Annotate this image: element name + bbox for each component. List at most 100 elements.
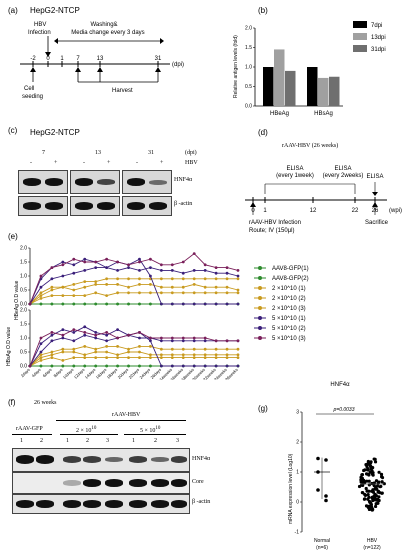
e-point [50,277,54,281]
e-xtick-label: 2days [20,367,31,378]
e-point [105,294,109,297]
g-point-hbv [367,489,371,493]
e-point [116,277,119,281]
g-pvalue: p=0.0033 [333,407,355,413]
g-point-hbv [375,501,380,505]
harvest-label: Harvest [112,88,133,94]
e-point [225,356,229,359]
e-point [203,353,207,357]
e-point [159,269,163,272]
g-point-hbv [375,484,380,488]
svg-text:rAAV-HBV Infection: rAAV-HBV Infection [249,220,301,226]
g-point-hbv [372,484,376,488]
e-point [203,291,207,295]
bar-HBsAg-31dpi [329,76,340,106]
e-legend-label: AAV8-GFP(1) [272,266,309,272]
e-point [236,277,240,281]
bar-ytick-label: 1.0 [245,65,252,71]
e-point [159,336,163,340]
e-legend-label: AAV8-GFP(2) [272,276,309,282]
e-point [236,356,240,359]
panel-d-label: (d) [258,128,268,137]
hbv-infection-line2: Infection [28,30,51,36]
e-point [39,294,43,297]
g-point-hbv [366,504,370,508]
e-xtick-label: 26weeks [224,367,239,380]
row-actin-c: β -actin [174,201,193,207]
row-core-f: Core [192,479,204,485]
g-group-n: (n=122) [363,545,381,550]
svg-text:Route; IV (150μl): Route; IV (150μl) [249,228,294,234]
infection-arrowhead [45,52,51,57]
e-point [159,285,163,289]
washing-left-arrow [54,38,58,44]
e-xtick-label: 6days [42,367,53,378]
legend-label-7dpi: 7dpi [371,23,382,29]
e-point [39,302,43,306]
e-point [39,274,43,278]
sign-1: - [30,160,32,166]
blot-c-actin-13 [70,196,120,216]
e-legend-label: 5 ×10^10 (3) [272,336,306,342]
e-line-0-2 [29,292,238,305]
e-point [170,263,174,267]
e-point [105,350,109,354]
g-point-hbv [365,479,369,483]
g-point-hbv [380,475,384,479]
e-point [50,294,54,297]
e-xtick-label: 18days [106,367,119,380]
e-point [105,345,109,348]
svg-text:31: 31 [155,56,162,62]
g-point-hbv [374,504,378,509]
g-point-hbv [376,481,380,486]
panel-f-title: 26 weeks [34,400,57,406]
e-point [149,302,152,306]
g-point-hbv [378,485,382,489]
e-point [203,277,207,281]
e-xtick-label: 14days [84,367,97,380]
e-point [83,331,87,334]
panel-g-title: HNF4α [330,382,350,388]
e-point [170,277,174,281]
e-legend-marker [258,296,262,300]
bar-ytick-label: 0.0 [245,104,252,110]
g-point-hbv [375,497,380,502]
e-point [159,263,163,267]
e-line-1-4 [29,345,238,367]
panel-b-ylabel: Relative antigen levels (fold) [233,35,239,98]
e-ytick-label: 0.0 [20,302,27,308]
sign-2: + [54,160,58,166]
e-point [149,345,152,348]
g-point-hbv [369,467,373,471]
e-point [127,350,130,354]
e-point [127,291,130,295]
e-point [50,364,54,368]
g-group-n: (n=6) [316,545,328,550]
sign-5: - [136,160,138,166]
g-point-hbv [372,457,376,461]
e-point [105,364,109,368]
g-point-hbv [359,475,363,479]
e-point [83,257,87,261]
e-point [83,345,87,348]
e-point [225,364,229,368]
e-point [181,356,185,359]
g-ytick-label: -1 [295,530,300,536]
g-point-hbv [373,487,377,491]
e-point [236,364,240,368]
e-point [149,353,152,357]
e-point [127,277,130,281]
e-point [170,356,174,359]
washing-line2: Media change every 3 days [71,30,144,36]
hbv-label-c: HBV [185,160,198,166]
e-point [192,347,196,351]
e-point [72,283,76,286]
e-line-0-4 [29,278,238,305]
g-point-hbv [366,468,370,472]
g-point-hbv [363,468,367,472]
e-point [138,364,141,368]
e-point [181,347,185,351]
panel-d-title: rAAV-HBV (26 weeks) [282,143,339,149]
e-point [72,364,76,368]
bar-category-label: HBsAg [314,111,333,117]
